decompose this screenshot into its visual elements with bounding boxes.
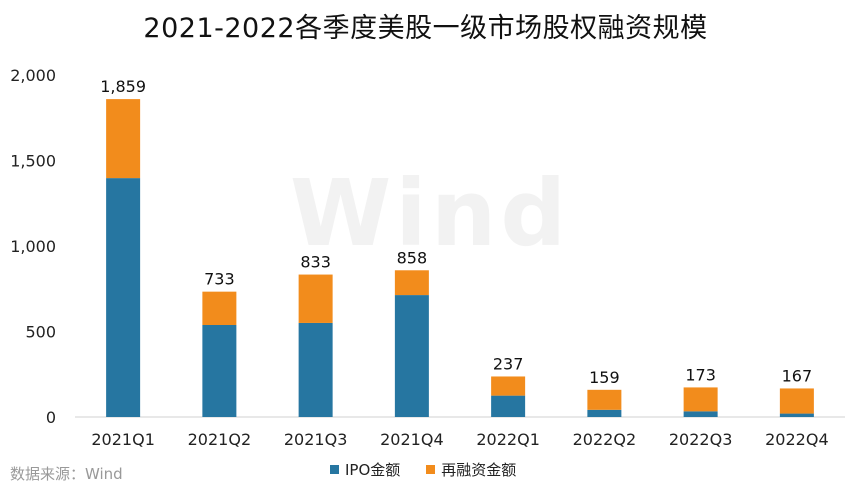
total-data-label: 858 [397, 248, 428, 267]
total-data-label: 733 [204, 270, 235, 289]
bar-refinancing [394, 270, 429, 296]
bar-refinancing [491, 376, 526, 396]
bars-group [106, 99, 814, 417]
y-tick-label: 500 [25, 323, 56, 342]
bar-ipo [683, 411, 718, 417]
x-tick-label: 2022Q4 [765, 430, 829, 449]
total-data-label: 1,859 [100, 77, 146, 96]
x-tick-label: 2022Q2 [573, 430, 637, 449]
x-tick-label: 2021Q2 [188, 430, 252, 449]
legend-swatch-refinancing [426, 465, 436, 474]
bar-ipo [202, 325, 237, 417]
labels-group: 1,859 2021Q1 733 2021Q2 833 2021Q3 858 2021Q4 23… [91, 77, 828, 449]
total-data-label: 159 [589, 368, 620, 387]
legend-item-refinancing: 再融资金额 [426, 459, 516, 480]
bar-refinancing [202, 291, 237, 326]
bar-refinancing [779, 388, 814, 414]
legend-swatch-ipo [330, 465, 339, 474]
legend-label-ipo: IPO金额 [345, 461, 401, 479]
total-data-label: 237 [493, 354, 524, 373]
bar-refinancing [587, 389, 622, 410]
legend: IPO金额 再融资金额 [330, 459, 542, 480]
x-tick-label: 2022Q1 [476, 430, 540, 449]
y-tick-label: 0 [46, 408, 56, 427]
y-tick-label: 1,000 [10, 237, 56, 256]
chart-title: 2021-2022各季度美股一级市场股权融资规模 [143, 13, 708, 44]
bar-refinancing [298, 274, 333, 323]
source-note: 数据来源：Wind [10, 465, 123, 483]
x-tick-label: 2022Q3 [669, 430, 733, 449]
watermark: Wind [290, 160, 570, 267]
bar-refinancing [106, 99, 141, 179]
x-tick-label: 2021Q4 [380, 430, 444, 449]
total-data-label: 173 [685, 365, 716, 384]
total-data-label: 833 [300, 253, 331, 272]
total-data-label: 167 [782, 366, 813, 385]
legend-label-refinancing: 再融资金额 [441, 461, 517, 479]
legend-item-ipo: IPO金额 [330, 459, 400, 480]
bar-ipo [779, 413, 814, 417]
x-tick-label: 2021Q1 [91, 430, 155, 449]
bar-ipo [491, 395, 526, 417]
bar-refinancing [683, 387, 718, 412]
bar-ipo [106, 178, 141, 417]
bar-ipo [394, 295, 429, 417]
bar-ipo [298, 322, 333, 417]
bar-ipo [587, 409, 622, 417]
y-tick-label: 1,500 [10, 152, 56, 171]
x-tick-label: 2021Q3 [284, 430, 348, 449]
y-tick-label: 2,000 [10, 66, 56, 85]
